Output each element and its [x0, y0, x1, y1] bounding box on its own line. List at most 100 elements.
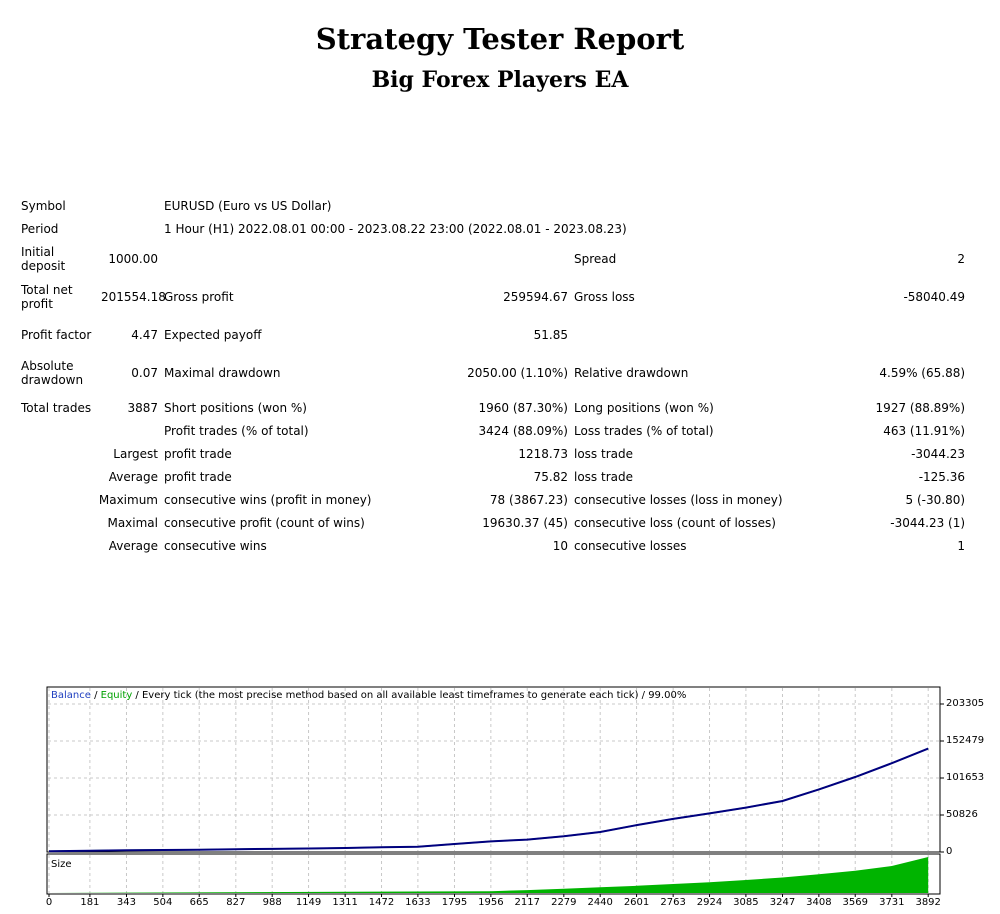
x-tick-label: 2279 [551, 897, 577, 908]
period-value: 1 Hour (H1) 2022.08.01 00:00 - 2023.08.2… [164, 221, 627, 236]
gross-profit-label: Gross profit [164, 290, 234, 304]
average-profit-label: profit trade [164, 469, 232, 484]
average2-label: Average [108, 538, 158, 553]
report-title: Strategy Tester Report [315, 22, 685, 56]
profit-trades-label: Profit trades (% of total) [164, 423, 309, 438]
spread-value: 2 [957, 252, 966, 266]
short-positions-label: Short positions (won %) [164, 400, 307, 415]
avg-consec-wins-value: 10 [552, 538, 568, 553]
legend-balance: Balance [51, 690, 91, 701]
total-net-profit-label: Total net profit [21, 283, 73, 311]
maximal-drawdown-value: 2050.00 (1.10%) [467, 366, 568, 380]
x-tick-label: 3408 [806, 897, 832, 908]
x-tick-label: 2601 [623, 897, 650, 908]
x-tick-label: 2117 [514, 897, 540, 908]
spread-label: Spread [574, 252, 617, 266]
average-row: Average profit trade 75.82 loss trade -1… [18, 465, 968, 488]
period-row: Period 1 Hour (H1) 2022.08.01 00:00 - 20… [18, 217, 968, 240]
profit-trades-row: Profit trades (% of total) 3424 (88.09%)… [18, 419, 968, 442]
net-profit-row: Total net profit 201554.18 Gross profit … [18, 278, 968, 316]
maximal-label: Maximal [107, 515, 158, 530]
x-tick-label: 181 [80, 897, 100, 908]
maximal-consec-loss-label: consecutive loss (count of losses) [574, 515, 776, 530]
x-tick-label: 665 [189, 897, 209, 908]
total-trades-row: Total trades 3887 Short positions (won %… [18, 396, 968, 419]
x-tick-label: 1795 [441, 897, 468, 908]
balance-line [48, 747, 929, 853]
absolute-drawdown-value: 0.07 [131, 366, 158, 380]
x-tick-label: 1472 [368, 897, 395, 908]
expected-payoff-value: 51.85 [533, 328, 568, 342]
x-tick-label: 3569 [842, 897, 868, 908]
loss-trades-value: 463 (11.91%) [883, 423, 966, 438]
legend-description: / Every tick (the most precise method ba… [132, 690, 687, 701]
loss-trades-label: Loss trades (% of total) [574, 423, 714, 438]
y-tick-label: 203305 [946, 698, 985, 709]
symbol-value: EURUSD (Euro vs US Dollar) [164, 198, 332, 213]
maximal-row: Maximal consecutive profit (count of win… [18, 511, 968, 534]
balance-chart: Balance / Equity / Every tick (the most … [0, 684, 1000, 914]
absolute-drawdown-label: Absolute drawdown [21, 359, 84, 387]
average-loss-label: loss trade [574, 469, 633, 484]
avg-consec-losses-label: consecutive losses [574, 538, 687, 553]
largest-row: Largest profit trade 1218.73 loss trade … [18, 442, 968, 465]
average-label: Average [108, 469, 158, 484]
expected-payoff-label: Expected payoff [164, 328, 262, 342]
x-tick-label: 3892 [915, 897, 941, 908]
y-tick-label: 0 [946, 846, 953, 857]
avg-consec-losses-value: 1 [957, 538, 966, 553]
initial-deposit-row: Initial deposit 1000.00 Spread 2 [18, 240, 968, 278]
size-label: Size [51, 859, 72, 870]
x-tick-label: 0 [45, 897, 53, 908]
gross-loss-label: Gross loss [574, 290, 635, 304]
relative-drawdown-label: Relative drawdown [574, 366, 689, 380]
results-table: Symbol EURUSD (Euro vs US Dollar) Period… [18, 194, 968, 557]
profit-trades-value: 3424 (88.09%) [478, 423, 568, 438]
chart-legend: Balance / Equity / Every tick (the most … [51, 690, 686, 701]
main-plot-frame [46, 686, 941, 853]
report-subtitle: Big Forex Players EA [371, 67, 629, 93]
size-area [49, 857, 929, 893]
short-positions-value: 1960 (87.30%) [478, 400, 568, 415]
x-tick-label: 827 [226, 897, 246, 908]
gross-profit-value: 259594.67 [503, 290, 568, 304]
x-tick-label: 2924 [696, 897, 723, 908]
x-tick-label: 1149 [295, 897, 322, 908]
gross-loss-value: -58040.49 [903, 290, 966, 304]
relative-drawdown-value: 4.59% (65.88) [879, 366, 966, 380]
profit-factor-row: Profit factor 4.47 Expected payoff 51.85 [18, 316, 968, 354]
total-trades-value: 3887 [127, 400, 158, 415]
max-consec-losses-value: 5 (-30.80) [905, 492, 966, 507]
total-trades-label: Total trades [21, 400, 92, 415]
initial-deposit-label: Initial deposit [21, 245, 66, 273]
avg-consec-wins-label: consecutive wins [164, 538, 267, 553]
y-tick-label: 152479 [946, 734, 985, 746]
chart-canvas [46, 686, 944, 897]
largest-loss-value: -3044.23 [911, 446, 966, 461]
largest-loss-label: loss trade [574, 446, 633, 461]
maximum-label: Maximum [98, 492, 158, 507]
x-tick-label: 343 [116, 897, 137, 908]
profit-factor-label: Profit factor [21, 328, 92, 342]
long-positions-label: Long positions (won %) [574, 400, 714, 415]
period-label: Period [21, 221, 59, 236]
average-consecutive-row: Average consecutive wins 10 consecutive … [18, 534, 968, 557]
x-tick-label: 1956 [478, 897, 504, 908]
profit-factor-value: 4.47 [131, 328, 158, 342]
maximal-consec-loss-value: -3044.23 (1) [890, 515, 966, 530]
long-positions-value: 1927 (88.89%) [875, 400, 966, 415]
maximal-consec-profit-value: 19630.37 (45) [482, 515, 568, 530]
largest-label: Largest [113, 446, 158, 461]
maximal-drawdown-label: Maximal drawdown [164, 366, 281, 380]
y-tick-label: 50826 [946, 809, 978, 820]
largest-profit-value: 1218.73 [518, 446, 568, 461]
max-consec-wins-label: consecutive wins (profit in money) [164, 492, 372, 507]
x-tick-label: 504 [153, 897, 173, 908]
max-consec-losses-label: consecutive losses (loss in money) [574, 492, 783, 507]
x-tick-label: 3085 [733, 897, 759, 908]
legend-equity: Equity [100, 690, 133, 701]
x-tick-label: 1633 [405, 897, 431, 908]
x-tick-label: 2440 [587, 897, 613, 908]
max-consec-wins-value: 78 (3867.23) [489, 492, 568, 507]
average-loss-value: -125.36 [918, 469, 966, 484]
